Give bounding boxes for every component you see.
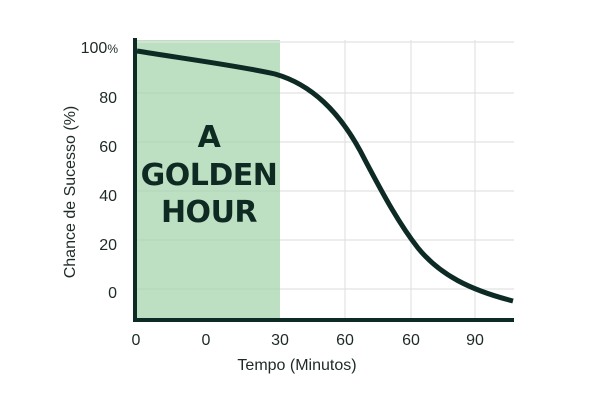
highlight-gridlines	[137, 92, 280, 290]
x-tick-labels: 0 0 30 60 60 90	[132, 332, 484, 349]
svg-text:0: 0	[108, 285, 117, 302]
svg-text:0: 0	[202, 332, 211, 349]
svg-text:80: 80	[99, 90, 117, 107]
golden-hour-label-line3: HOUR	[161, 195, 257, 230]
svg-text:90: 90	[466, 332, 484, 349]
y-axis-title: Chance de Sucesso (%)	[62, 106, 79, 279]
svg-text:60: 60	[402, 332, 420, 349]
svg-text:20: 20	[99, 237, 117, 254]
svg-text:100%: 100%	[81, 40, 119, 57]
svg-text:40: 40	[99, 188, 117, 205]
x-axis-title: Tempo (Minutos)	[237, 357, 356, 374]
golden-hour-label-line1: A	[198, 120, 222, 155]
svg-text:60: 60	[99, 139, 117, 156]
svg-text:60: 60	[336, 332, 354, 349]
svg-text:30: 30	[271, 332, 289, 349]
y-tick-labels: 100% 80 60 40 20 0	[81, 40, 119, 302]
golden-hour-region	[137, 40, 280, 320]
success-curve	[136, 48, 514, 304]
svg-text:0: 0	[132, 332, 141, 349]
vertical-gridlines	[344, 40, 476, 320]
golden-hour-label-line2: GOLDEN	[141, 158, 278, 193]
